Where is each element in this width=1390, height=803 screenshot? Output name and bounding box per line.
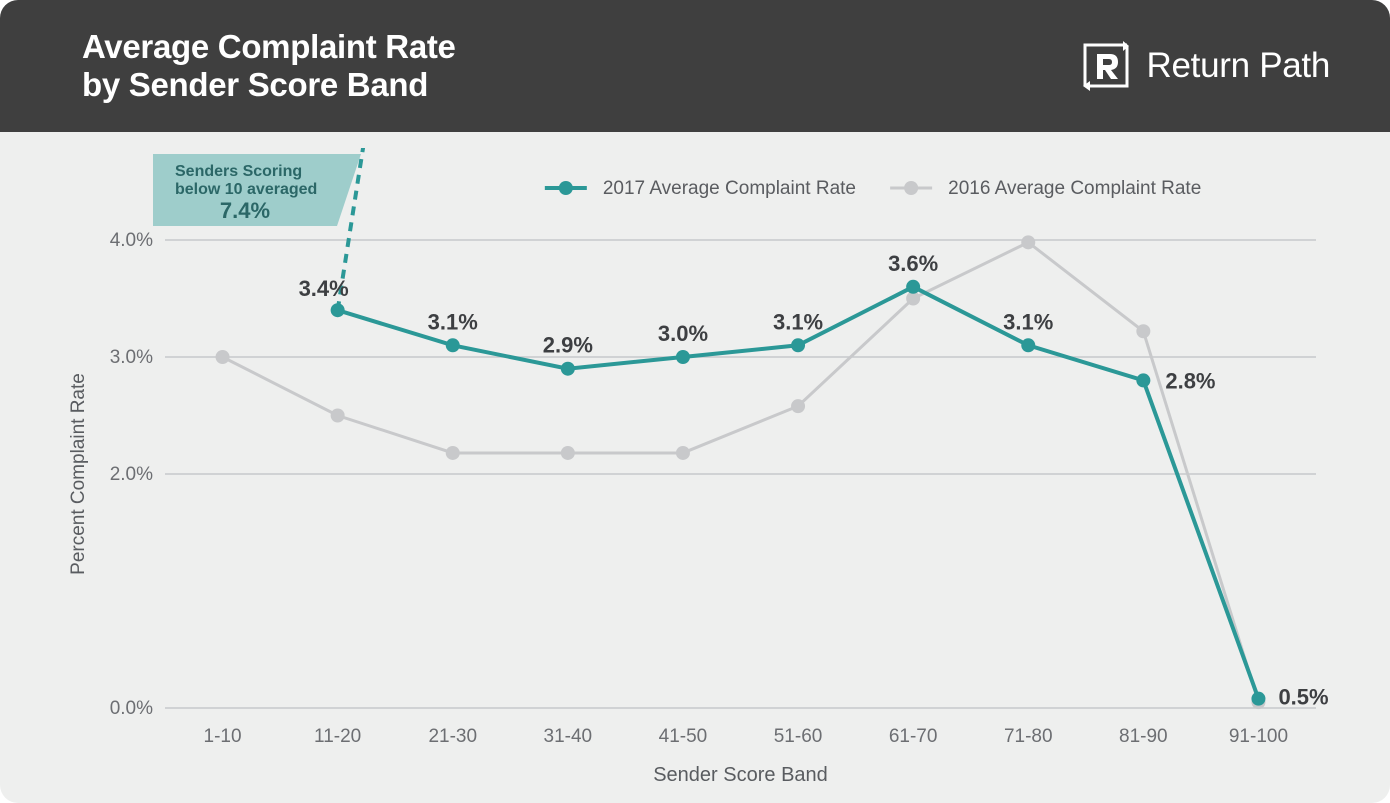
x-tick-label: 1-10: [204, 726, 242, 747]
series-2017-point: [331, 303, 345, 317]
title-line-2: by Sender Score Band: [82, 66, 428, 103]
data-label: 3.4%: [299, 276, 349, 301]
callout-line-2: below 10 averaged: [175, 181, 317, 198]
series-2016-point: [676, 446, 690, 460]
legend-marker-2017: [559, 181, 573, 195]
title-line-1: Average Complaint Rate: [82, 28, 456, 65]
x-tick-label: 31-40: [544, 726, 593, 747]
y-tick-label: 2.0%: [110, 464, 153, 485]
chart-card: Average Complaint Rate by Sender Score B…: [0, 0, 1390, 803]
data-label: 3.0%: [658, 321, 708, 346]
x-tick-label: 11-20: [314, 726, 361, 747]
x-tick-label: 41-50: [659, 726, 708, 747]
line-chart: 0.0% 2.0% 3.0% 4.0% 1-10 11-20 21-30 31-40 41-50…: [60, 148, 1346, 803]
series-2017-point: [1136, 373, 1150, 387]
data-label: 3.6%: [888, 251, 938, 276]
x-tick-label: 61-70: [889, 726, 938, 747]
series-2016-point: [791, 399, 805, 413]
series-2016-line: [223, 242, 1259, 702]
legend-label-2017: 2017 Average Complaint Rate: [603, 178, 856, 199]
x-tick-label: 21-30: [428, 726, 477, 747]
callout-value: 7.4%: [220, 198, 270, 223]
card-header: Average Complaint Rate by Sender Score B…: [0, 0, 1390, 132]
brand-logo: Return Path: [1079, 39, 1330, 93]
y-axis-title: Percent Complaint Rate: [68, 373, 89, 575]
data-label: 3.1%: [773, 309, 823, 334]
data-label: 2.8%: [1165, 368, 1215, 393]
series-2017-point: [561, 362, 575, 376]
x-axis-title: Sender Score Band: [653, 764, 828, 786]
series-2016-point: [446, 446, 460, 460]
x-tick-label: 81-90: [1119, 726, 1168, 747]
data-label: 3.1%: [428, 309, 478, 334]
x-tick-label: 91-100: [1229, 726, 1288, 747]
series-2016-point: [331, 409, 345, 423]
callout-line-1: Senders Scoring: [175, 163, 302, 180]
series-2017-point: [906, 280, 920, 294]
series-2017-point: [1251, 692, 1265, 706]
legend-label-2016: 2016 Average Complaint Rate: [948, 178, 1201, 199]
series-2016-point: [216, 350, 230, 364]
series-2016-point: [1136, 324, 1150, 338]
return-path-icon: [1079, 39, 1133, 93]
data-label: 2.9%: [543, 333, 593, 358]
series-2017-point: [676, 350, 690, 364]
series-2017-point: [791, 338, 805, 352]
x-tick-label: 51-60: [774, 726, 823, 747]
chart-title: Average Complaint Rate by Sender Score B…: [82, 28, 456, 104]
y-tick-label: 4.0%: [110, 230, 153, 251]
legend-marker-2016: [904, 181, 918, 195]
series-2017-point: [1021, 338, 1035, 352]
series-2016-point: [1021, 235, 1035, 249]
data-label: 3.1%: [1003, 309, 1053, 334]
x-tick-label: 71-80: [1004, 726, 1053, 747]
series-2016-point: [561, 446, 575, 460]
data-label: 0.5%: [1278, 685, 1328, 710]
y-tick-label: 3.0%: [110, 347, 153, 368]
series-2017-point: [446, 338, 460, 352]
chart-area: 0.0% 2.0% 3.0% 4.0% 1-10 11-20 21-30 31-40 41-50…: [0, 132, 1390, 803]
y-tick-label: 0.0%: [110, 698, 153, 719]
brand-name: Return Path: [1147, 46, 1330, 86]
